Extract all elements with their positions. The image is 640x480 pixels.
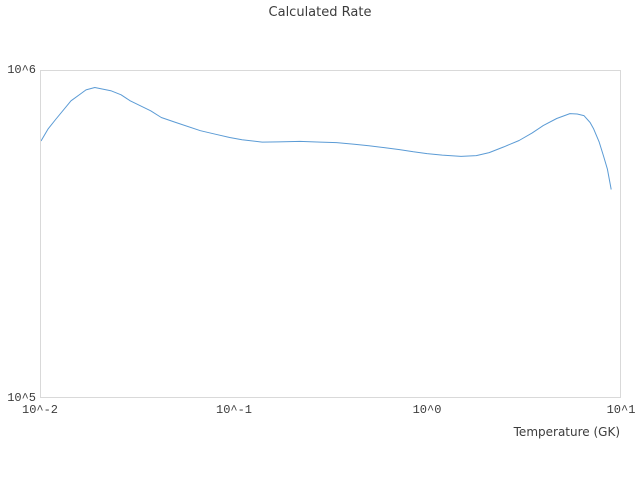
y-tick-label: 10^5 <box>7 391 36 405</box>
x-tick-label: 10^-2 <box>21 403 59 417</box>
y-tick-label: 10^6 <box>7 63 36 77</box>
x-tick-label: 10^-1 <box>215 403 253 417</box>
series-line-calculated-rate <box>41 87 612 190</box>
plot-area <box>40 70 621 398</box>
chart-title: Calculated Rate <box>268 5 372 20</box>
x-tick-label: 10^1 <box>606 403 636 417</box>
rate-line-chart <box>41 87 612 190</box>
x-axis-label: Temperature (GK) <box>513 425 620 439</box>
x-tick-label: 10^0 <box>412 403 442 417</box>
